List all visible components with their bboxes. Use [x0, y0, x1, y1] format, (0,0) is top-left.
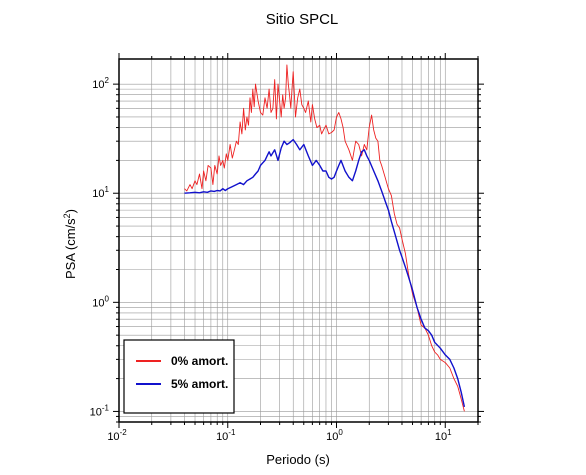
y-tick-label-base: 10	[92, 188, 104, 200]
x-tick-label-base: 10	[107, 431, 119, 443]
y-tick-label-exp: -1	[102, 403, 110, 412]
y-axis-label-main: PSA (cm/s	[63, 218, 78, 279]
x-tick-label: 10-2	[107, 428, 127, 443]
x-tick-label: 101	[435, 428, 452, 443]
y-tick-label-base: 10	[90, 406, 102, 418]
x-tick-label-exp: -2	[120, 428, 128, 437]
legend-label-1: 5% amort.	[171, 377, 228, 391]
plot-frame	[118, 58, 479, 423]
y-axis-label-close: )	[63, 209, 78, 213]
legend-label-0: 0% amort.	[171, 354, 228, 368]
x-tick-label-exp: 0	[338, 428, 343, 437]
x-tick-label-base: 10	[216, 431, 228, 443]
series-line-1	[184, 138, 466, 408]
y-tick-label: 102	[92, 76, 109, 91]
y-tick-label-base: 10	[92, 297, 104, 309]
x-tick-labels: 10-2 10-1 100 101	[107, 428, 452, 443]
x-axis-label: Periodo (s)	[266, 452, 330, 467]
chart-title: Sitio SPCL	[266, 11, 339, 28]
x-tick-label-base: 10	[435, 431, 447, 443]
x-tick-label: 10-1	[216, 428, 236, 443]
x-tick-label: 100	[326, 428, 343, 443]
series-layer	[184, 64, 466, 412]
y-tick-label-base: 10	[92, 79, 104, 91]
x-tick-label-exp: 1	[447, 428, 452, 437]
x-tick-label-base: 10	[326, 431, 338, 443]
axis-ticks	[113, 53, 484, 428]
y-tick-label-exp: 2	[105, 76, 110, 85]
y-axis-label-superscript: 2	[62, 213, 72, 218]
x-tick-label-exp: -1	[228, 428, 236, 437]
y-tick-label: 100	[92, 294, 109, 309]
y-tick-label-exp: 0	[105, 294, 110, 303]
y-axis-label: PSA (cm/s2)	[62, 209, 78, 279]
legend-box	[123, 339, 235, 414]
y-tick-label: 101	[92, 185, 109, 200]
legend: 0% amort. 5% amort.	[123, 339, 235, 414]
y-tick-label: 10-1	[90, 403, 110, 418]
series-line-0	[184, 64, 465, 412]
y-tick-label-exp: 1	[105, 185, 110, 194]
